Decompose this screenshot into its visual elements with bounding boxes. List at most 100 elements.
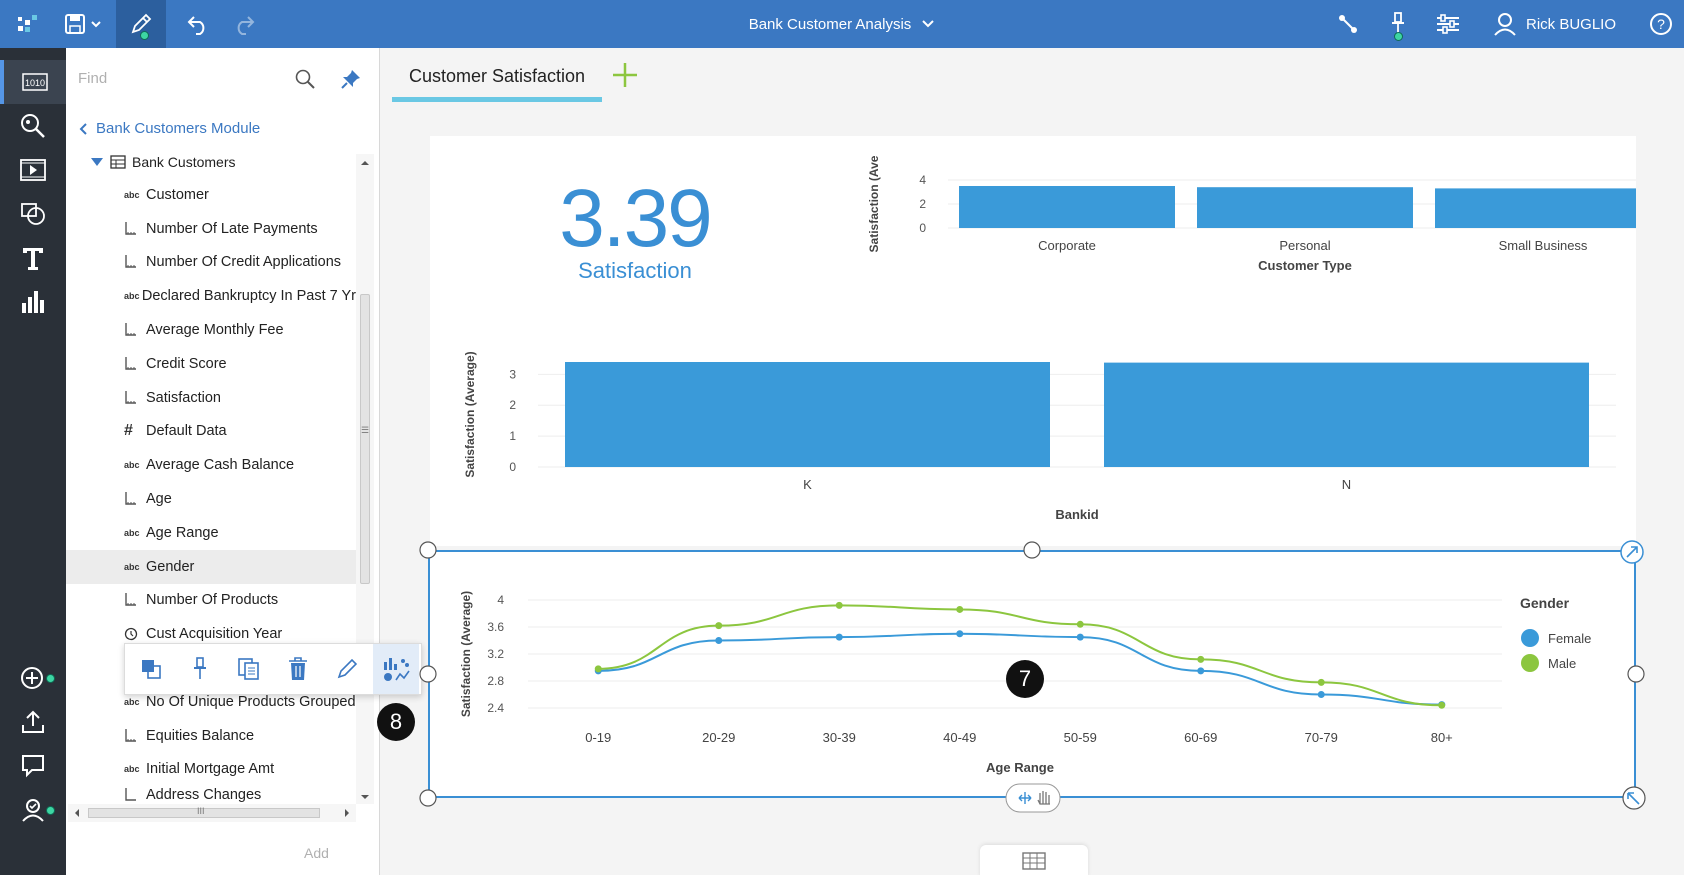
y-tick-label: 3.6 — [487, 620, 504, 634]
field-item-selected[interactable]: abc Gender — [66, 549, 356, 584]
field-label: Address Changes — [146, 787, 262, 804]
field-item[interactable]: abc Declared Bankruptcy In Past 7 Yr — [66, 279, 356, 313]
field-item[interactable]: Number Of Late Payments — [66, 212, 356, 246]
plus-icon — [613, 63, 637, 87]
rail-shapes-button[interactable] — [0, 192, 66, 236]
field-item[interactable]: abc Age Range — [66, 516, 356, 550]
undo-button[interactable] — [178, 0, 218, 48]
data-tray-toggle[interactable] — [980, 845, 1088, 875]
field-item[interactable]: abc Initial Mortgage Amt — [66, 753, 356, 787]
duplicate-button[interactable] — [226, 644, 272, 694]
pin-button[interactable] — [1380, 0, 1416, 48]
rail-assist-button[interactable] — [0, 788, 66, 832]
kpi-card[interactable] — [430, 136, 840, 300]
rail-visualizations-button[interactable] — [0, 280, 66, 324]
data-icon: 1010 — [22, 73, 48, 91]
pin-widget-button[interactable] — [177, 644, 223, 694]
comment-icon — [22, 755, 44, 778]
field-item[interactable]: Credit Score — [66, 347, 356, 381]
user-menu[interactable]: Rick BUGLIO — [1494, 0, 1616, 48]
horizontal-scroll-thumb[interactable]: III — [88, 806, 320, 818]
status-dot — [46, 674, 55, 683]
y-tick-label: 2 — [509, 398, 516, 412]
vertical-scrollbar[interactable]: ☰ — [356, 154, 374, 804]
data-point — [1076, 620, 1084, 628]
field-item[interactable]: # Default Data — [66, 415, 356, 449]
x-tick-label: Personal — [1279, 238, 1330, 253]
field-item[interactable]: Number Of Credit Applications — [66, 246, 356, 280]
save-button[interactable] — [58, 0, 110, 48]
field-label: Initial Mortgage Amt — [146, 761, 275, 778]
x-axis-title: Bankid — [1055, 507, 1098, 522]
pin-panel-icon[interactable] — [340, 68, 362, 95]
field-item[interactable]: Equities Balance — [66, 719, 356, 753]
field-label: Average Monthly Fee — [146, 322, 284, 339]
add-tab-button[interactable] — [610, 60, 642, 92]
assist-icon — [22, 799, 44, 822]
visualizations-icon — [22, 291, 44, 313]
customer-type-chart-card[interactable]: 0 2 4 Corporate Personal Small Business Custom… — [840, 136, 1662, 300]
edit-icon — [131, 13, 152, 34]
undo-icon — [187, 16, 205, 35]
status-dot — [1394, 32, 1403, 41]
text-type-icon: abc — [124, 189, 140, 200]
field-item[interactable]: abc No Of Unique Products Grouped — [66, 685, 356, 719]
change-visualization-button[interactable] — [373, 644, 419, 694]
vertical-scroll-thumb[interactable]: ☰ — [360, 294, 370, 584]
edit-title-button[interactable] — [324, 644, 370, 694]
back-to-module-link[interactable]: Bank Customers Module — [78, 120, 260, 137]
explore-icon — [21, 114, 45, 138]
bar — [959, 186, 1175, 228]
bring-to-front-button[interactable] — [128, 644, 174, 694]
data-point — [1317, 691, 1325, 698]
field-item[interactable]: Cust Acquisition Year — [66, 617, 356, 651]
rail-media-button[interactable] — [0, 148, 66, 192]
share-button[interactable] — [1330, 0, 1366, 48]
field-item[interactable]: Number Of Products — [66, 584, 356, 618]
bankid-chart-card[interactable]: 0 1 2 3 K N Bankid Satisfaction (Average) — [430, 300, 1636, 546]
text-type-icon: abc — [124, 291, 140, 302]
tree-root-bank-customers[interactable]: Bank Customers — [90, 154, 235, 170]
rail-add-button[interactable] — [0, 656, 66, 700]
tab-customer-satisfaction[interactable]: Customer Satisfaction — [392, 56, 602, 102]
text-type-icon: abc — [124, 460, 140, 471]
apps-icon[interactable] — [12, 0, 44, 48]
horizontal-scrollbar[interactable]: III — [68, 804, 356, 822]
help-button[interactable]: ? — [1644, 0, 1678, 48]
callout-8: 8 — [377, 703, 415, 741]
kpi-label: Satisfaction — [578, 258, 692, 283]
field-item[interactable]: Address Changes — [66, 786, 356, 804]
field-item[interactable]: abc Customer — [66, 178, 356, 212]
search-icon[interactable] — [294, 68, 316, 95]
scroll-up-icon[interactable] — [356, 156, 374, 170]
field-item[interactable]: Satisfaction — [66, 381, 356, 415]
media-icon — [20, 159, 46, 181]
y-tick-label: 0 — [919, 221, 926, 235]
dashboard-title-dropdown[interactable]: Bank Customer Analysis — [749, 16, 936, 33]
rail-data-button[interactable]: 1010 — [0, 60, 66, 104]
rail-text-button[interactable] — [0, 236, 66, 280]
text-type-icon: abc — [124, 527, 140, 538]
search-input[interactable]: Find — [78, 70, 108, 87]
scroll-right-icon[interactable] — [340, 804, 354, 822]
x-tick-label: 20-29 — [702, 730, 735, 745]
field-item[interactable]: Average Monthly Fee — [66, 313, 356, 347]
field-item[interactable]: Age — [66, 482, 356, 516]
scroll-left-icon[interactable] — [70, 804, 84, 822]
measure-icon — [124, 323, 146, 337]
properties-button[interactable] — [1430, 0, 1466, 48]
field-label: Gender — [146, 558, 195, 575]
text-type-icon: abc — [124, 764, 140, 775]
scroll-down-icon[interactable] — [356, 790, 374, 804]
rail-explore-button[interactable] — [0, 104, 66, 148]
delete-button[interactable] — [275, 644, 321, 694]
edit-mode-button[interactable] — [116, 0, 166, 48]
redo-button[interactable] — [224, 0, 264, 48]
rail-upload-button[interactable] — [0, 700, 66, 744]
field-item[interactable]: abc Average Cash Balance — [66, 448, 356, 482]
rail-comment-button[interactable] — [0, 744, 66, 788]
add-button[interactable]: Add — [304, 845, 329, 861]
help-icon: ? — [1650, 13, 1672, 35]
measure-icon — [124, 255, 146, 269]
data-point — [956, 630, 964, 638]
